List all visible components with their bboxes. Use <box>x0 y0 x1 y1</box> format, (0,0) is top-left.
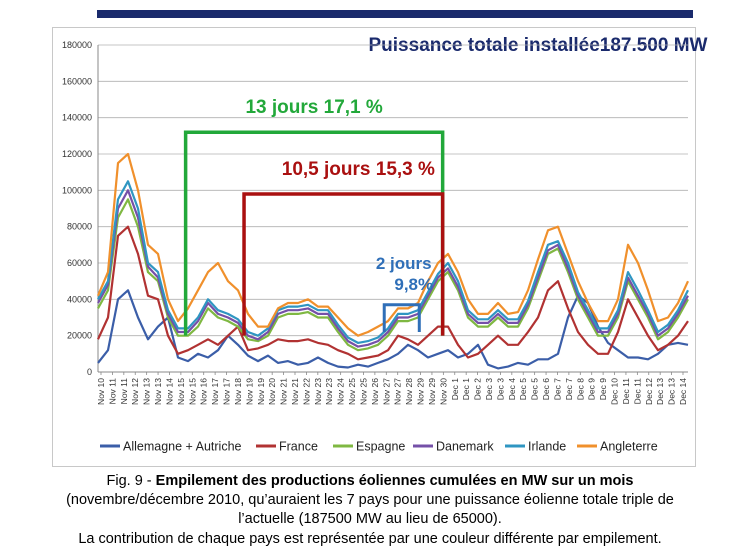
caption-bold: Empilement des productions éoliennes cum… <box>155 473 634 489</box>
y-axis-ticks: 0 20000 40000 60000 80000 100000 120000 140000 1… <box>62 40 92 377</box>
annotation-label: 9,8% <box>394 275 433 294</box>
series-line-espagne <box>97 198 689 352</box>
chart: Puissance totale installée187.500 MW 0 20… <box>62 35 708 454</box>
y-tick-label: 0 <box>87 367 92 377</box>
series-lines <box>96 152 689 370</box>
x-tick-label: Dec 11 <box>632 378 642 405</box>
y-tick-label: 180000 <box>62 40 92 50</box>
gridlines <box>97 44 688 373</box>
x-tick-label: Nov 12 <box>130 378 140 405</box>
annotation-label: 2 jours <box>376 254 432 273</box>
legend-label: Angleterre <box>600 440 658 454</box>
x-tick-label: Dec 8 <box>575 378 585 400</box>
x-tick-label: Nov 29 <box>427 378 437 405</box>
annotation-label: 10,5 jours 15,3 % <box>282 159 435 180</box>
x-tick-label: Dec 5 <box>530 378 540 400</box>
x-tick-label: Dec 3 <box>484 378 494 400</box>
x-tick-label: Nov 30 <box>438 378 448 405</box>
y-tick-label: 140000 <box>62 113 92 123</box>
x-tick-label: Nov 22 <box>301 378 311 405</box>
x-tick-label: Nov 16 <box>199 378 209 405</box>
annotation-label: 13 jours 17,1 % <box>245 97 382 118</box>
x-tick-label: Nov 17 <box>210 378 220 405</box>
x-tick-label: Dec 10 <box>610 378 620 405</box>
y-tick-label: 60000 <box>67 258 92 268</box>
x-tick-label: Nov 28 <box>404 378 414 405</box>
x-tick-label: Dec 2 <box>473 378 483 400</box>
x-tick-label: Nov 13 <box>153 378 163 405</box>
x-tick-label: Nov 27 <box>393 378 403 405</box>
x-tick-label: Nov 10 <box>96 378 106 405</box>
x-tick-label: Dec 9 <box>587 378 597 400</box>
x-tick-label: Nov 25 <box>347 378 357 405</box>
x-tick-label: Dec 13 <box>655 378 665 405</box>
y-tick-label: 100000 <box>62 185 92 195</box>
x-tick-label: Nov 21 <box>290 378 300 405</box>
x-tick-label: Dec 4 <box>507 378 517 400</box>
x-tick-label: Nov 26 <box>370 378 380 405</box>
annotation-bracket <box>382 303 421 333</box>
x-tick-label: Nov 19 <box>244 378 254 405</box>
legend: Allemagne + Autriche France Espagne Danemar… <box>100 440 658 454</box>
top-rule <box>97 10 693 18</box>
y-tick-label: 20000 <box>67 331 92 341</box>
legend-label: Danemark <box>436 440 494 454</box>
x-axis-ticks: Nov 10 Nov 11 Nov 11 Nov 12 Nov 13 Nov 13 Nov … <box>96 372 688 405</box>
x-tick-label: Dec 12 <box>644 378 654 405</box>
x-tick-label: Nov 24 <box>336 378 346 405</box>
x-tick-label: Nov 27 <box>381 378 391 405</box>
x-tick-label: Nov 13 <box>142 378 152 405</box>
caption-line-2: (novembre/décembre 2010, qu’auraient les… <box>66 492 674 508</box>
series-line-angleterre <box>96 152 689 337</box>
annotations: 13 jours 17,1 % 10,5 jours 15,3 % 2 jours 9… <box>183 97 445 336</box>
series-line-irlande <box>97 180 689 344</box>
x-tick-label: Dec 1 <box>461 378 471 400</box>
x-tick-label: Dec 13 <box>667 378 677 405</box>
caption-line-4: La contribution de chaque pays est repré… <box>78 531 662 547</box>
x-tick-label: Nov 15 <box>176 378 186 405</box>
legend-label: Espagne <box>356 440 405 454</box>
x-tick-label: Dec 3 <box>495 378 505 400</box>
x-tick-label: Dec 7 <box>564 378 574 400</box>
x-tick-label: Nov 15 <box>187 378 197 405</box>
x-tick-label: Dec 1 <box>450 378 460 400</box>
x-tick-label: Nov 25 <box>358 378 368 405</box>
caption-line-3: l’actuelle (187500 MW au lieu de 65000). <box>238 511 502 527</box>
x-tick-label: Nov 11 <box>119 378 129 405</box>
series-line-france <box>97 225 689 361</box>
x-tick-label: Nov 17 <box>222 378 232 405</box>
caption-prefix: Fig. 9 - <box>106 473 156 489</box>
x-tick-label: Nov 29 <box>416 378 426 405</box>
x-tick-label: Dec 11 <box>621 378 631 405</box>
y-tick-label: 40000 <box>67 294 92 304</box>
x-tick-label: Nov 23 <box>313 378 323 405</box>
x-tick-label: Nov 11 <box>107 378 117 405</box>
legend-label: Irlande <box>528 440 566 454</box>
x-tick-label: Nov 18 <box>233 378 243 405</box>
chart-frame <box>52 27 696 467</box>
x-tick-label: Dec 9 <box>598 378 608 400</box>
x-tick-label: Nov 20 <box>267 378 277 405</box>
legend-label: France <box>279 440 318 454</box>
annotation-bracket <box>242 192 445 336</box>
y-tick-label: 160000 <box>62 76 92 86</box>
legend-label: Allemagne + Autriche <box>123 440 242 454</box>
x-tick-label: Nov 19 <box>256 378 266 405</box>
x-tick-label: Dec 5 <box>518 378 528 400</box>
x-tick-label: Nov 23 <box>324 378 334 405</box>
x-tick-label: Nov 21 <box>279 378 289 405</box>
x-tick-label: Dec 14 <box>678 378 688 405</box>
x-tick-label: Dec 6 <box>541 378 551 400</box>
caption-line-1: Fig. 9 - Empilement des productions éoli… <box>0 472 740 490</box>
y-tick-label: 120000 <box>62 149 92 159</box>
chart-title: Puissance totale installée187.500 MW <box>369 35 708 56</box>
x-tick-label: Dec 7 <box>552 378 562 400</box>
series-line-danemark <box>97 189 689 348</box>
x-tick-label: Nov 14 <box>164 378 174 405</box>
y-tick-label: 80000 <box>67 222 92 232</box>
